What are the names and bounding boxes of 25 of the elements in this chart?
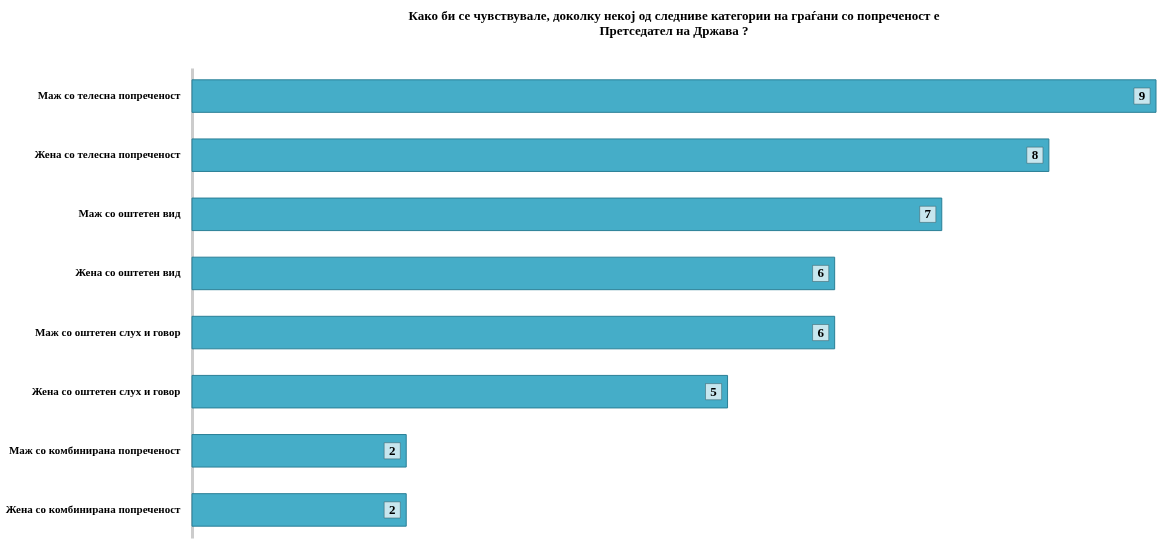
y-tick-label: Маж со оштетен вид <box>78 207 181 220</box>
data-label: 9 <box>1138 88 1146 104</box>
y-tick-label: Маж со телесна попреченост <box>37 89 182 102</box>
data-label: 2 <box>388 442 396 458</box>
y-tick-label: Жена со телесна попреченост <box>34 148 182 161</box>
chart-title: Како би се чувствувале, доколку некој од следниве категории на граѓани со попреченост е Претседател на Држава ? <box>408 8 940 38</box>
y-tick-label: Маж со оштетен слух и говор <box>34 325 181 338</box>
data-label: 6 <box>817 324 825 340</box>
bar <box>191 315 836 350</box>
data-label: 8 <box>1031 147 1039 163</box>
bar <box>191 256 836 291</box>
y-tick-label: Маж со комбинирана попреченост <box>8 443 182 456</box>
bar <box>191 197 943 232</box>
y-tick-label: Жена со комбинирана попреченост <box>5 502 182 515</box>
data-label: 2 <box>388 501 396 517</box>
bar <box>191 138 1050 172</box>
bar <box>191 434 407 468</box>
bar <box>191 493 407 527</box>
bar <box>191 79 1157 113</box>
bar <box>191 374 729 409</box>
data-label: 7 <box>924 206 932 222</box>
y-tick-label: Жена со оштетен вид <box>75 266 181 279</box>
data-label: 6 <box>817 265 825 281</box>
data-label: 5 <box>710 383 718 399</box>
y-tick-label: Жена со оштетен слух и говор <box>31 384 181 397</box>
